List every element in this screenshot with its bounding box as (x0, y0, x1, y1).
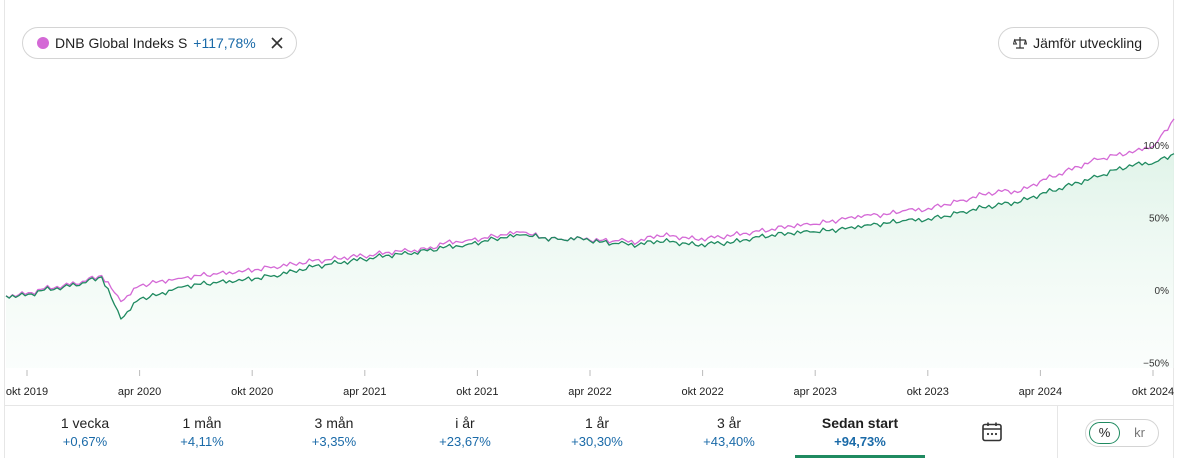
series-chip[interactable]: DNB Global Indeks S +117,78% (22, 27, 297, 59)
x-tick-label: apr 2024 (1019, 386, 1062, 398)
x-tick-label: apr 2023 (793, 386, 836, 398)
y-tick-label: 100% (1143, 141, 1169, 152)
period-value: +4,11% (180, 434, 224, 449)
period-value: +0,67% (62, 434, 108, 449)
period-1-month[interactable]: 1 mån +4,11% (137, 406, 267, 458)
period-value: +3,35% (311, 434, 357, 449)
period-label: 3 år (716, 415, 742, 431)
close-icon[interactable] (270, 36, 284, 50)
period-ytd[interactable]: i år +23,67% (400, 406, 530, 458)
period-label: 1 mån (182, 415, 222, 431)
period-value: +23,67% (439, 434, 491, 449)
period-label: 1 vecka (60, 415, 110, 431)
x-tick-label: okt 2023 (907, 386, 949, 398)
main-series-area (6, 153, 1174, 368)
period-label: 3 mån (314, 415, 354, 431)
x-tick-label: okt 2021 (456, 386, 498, 398)
compare-button[interactable]: Jämför utveckling (998, 27, 1159, 59)
x-tick-label: okt 2024 (1132, 386, 1174, 398)
series-chip-name: DNB Global Indeks S (55, 35, 188, 51)
period-value: +30,30% (571, 434, 623, 449)
period-label: 1 år (584, 415, 610, 431)
x-tick-label: apr 2020 (118, 386, 161, 398)
y-tick-label: 0% (1155, 286, 1170, 297)
y-tick-label: 50% (1149, 214, 1169, 225)
period-label: i år (455, 415, 475, 431)
x-tick-label: okt 2022 (681, 386, 723, 398)
period-label: Sedan start (821, 415, 899, 431)
compare-button-label: Jämför utveckling (1033, 35, 1142, 51)
x-tick-label: okt 2019 (6, 386, 48, 398)
period-3-years[interactable]: 3 år +43,40% (664, 406, 794, 458)
calendar-icon[interactable] (980, 420, 1004, 444)
series-line-1 (5, 153, 1175, 320)
toggle-percent[interactable]: % (1089, 422, 1121, 444)
period-selector: 1 vecka +0,67% 1 mån +4,11% 3 mån +3,35%… (5, 405, 1173, 458)
x-tick-label: apr 2021 (343, 386, 386, 398)
x-tick-label: okt 2020 (231, 386, 273, 398)
series-chip-change: +117,78% (193, 35, 256, 51)
period-value: +43,40% (703, 434, 755, 449)
period-1-week[interactable]: 1 vecka +0,67% (20, 406, 150, 458)
toggle-kr[interactable]: kr (1134, 425, 1145, 440)
divider (1057, 406, 1058, 458)
period-since-start[interactable]: Sedan start +94,73% (795, 406, 925, 458)
series-color-dot (37, 37, 49, 49)
period-1-year[interactable]: 1 år +30,30% (532, 406, 662, 458)
x-tick-label: apr 2022 (568, 386, 611, 398)
scale-icon (1012, 36, 1028, 50)
y-tick-label: −50% (1143, 359, 1169, 370)
period-value: +94,73% (834, 434, 886, 449)
period-3-months[interactable]: 3 mån +3,35% (269, 406, 399, 458)
unit-toggle: % kr (1085, 419, 1159, 447)
